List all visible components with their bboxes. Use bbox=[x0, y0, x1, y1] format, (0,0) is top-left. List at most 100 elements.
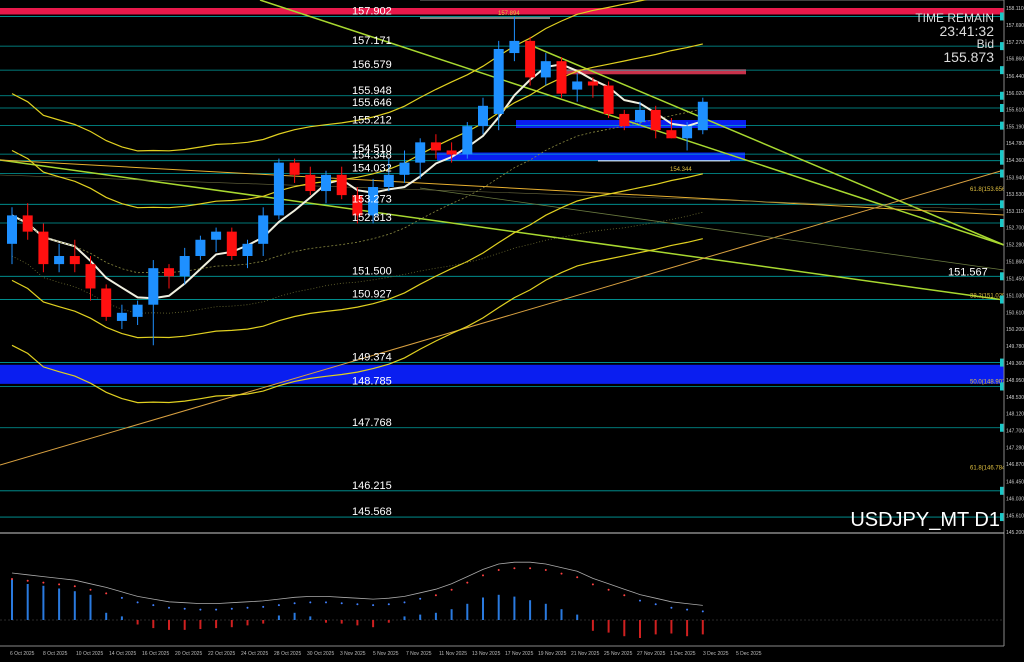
candle-body-44 bbox=[697, 101, 708, 131]
macd-dot-42 bbox=[670, 606, 673, 609]
price-tick-10: 153.940 bbox=[1006, 175, 1024, 181]
date-tick-11: 5 Nov 2025 bbox=[373, 651, 399, 657]
price-tick-9: 154.360 bbox=[1006, 158, 1024, 164]
price-tick-30: 145.610 bbox=[1006, 513, 1024, 519]
macd-signal-line bbox=[11, 561, 703, 606]
candle-body-42 bbox=[666, 130, 677, 139]
level-label-11: 151.500 bbox=[352, 265, 392, 277]
date-tick-0: 6 Oct 2025 bbox=[10, 651, 35, 657]
price-tick-22: 148.950 bbox=[1006, 378, 1024, 384]
macd-dot-32 bbox=[513, 567, 516, 570]
level-label-5: 155.212 bbox=[352, 115, 392, 127]
macd-dot-20 bbox=[325, 601, 327, 604]
macd-dot-41 bbox=[654, 603, 657, 606]
level-label-8: 154.032 bbox=[352, 163, 392, 175]
candles-layer bbox=[7, 16, 708, 346]
candle-2 bbox=[38, 223, 49, 273]
candle-body-40 bbox=[635, 109, 645, 123]
ma-mid bbox=[11, 108, 703, 274]
macd-dot-35 bbox=[560, 572, 563, 575]
price-tick-28: 146.450 bbox=[1006, 479, 1024, 485]
candle-29 bbox=[462, 122, 473, 159]
date-tick-13: 11 Nov 2025 bbox=[439, 651, 467, 657]
date-tick-17: 21 Nov 2025 bbox=[571, 651, 600, 657]
zone-bar-red bbox=[566, 69, 746, 75]
price-tick-31: 145.200 bbox=[1006, 530, 1024, 536]
date-tick-8: 28 Oct 2025 bbox=[274, 651, 301, 657]
level-label-15: 147.768 bbox=[352, 417, 392, 429]
macd-dot-22 bbox=[356, 603, 359, 606]
date-tick-14: 13 Nov 2025 bbox=[472, 651, 501, 657]
price-tick-20: 149.780 bbox=[1006, 344, 1024, 350]
level-label-0: 157.902 bbox=[352, 5, 392, 17]
level-label-3: 155.948 bbox=[352, 85, 392, 97]
candle-body-4 bbox=[69, 255, 80, 265]
candle-27 bbox=[430, 134, 441, 159]
date-tick-16: 19 Nov 2025 bbox=[538, 651, 567, 657]
candle-38 bbox=[603, 81, 614, 118]
candle-36 bbox=[572, 73, 583, 102]
level-label-13: 149.374 bbox=[352, 352, 392, 364]
macd-dot-27 bbox=[434, 594, 437, 597]
band-lower bbox=[11, 173, 703, 339]
date-tick-20: 1 Dec 2025 bbox=[670, 651, 696, 657]
price-tick-25: 147.700 bbox=[1006, 429, 1024, 435]
candle-13 bbox=[211, 227, 222, 252]
price-tick-19: 150.200 bbox=[1006, 327, 1024, 333]
candle-31 bbox=[493, 40, 504, 131]
candle-body-18 bbox=[289, 162, 300, 175]
macd-dot-11 bbox=[183, 607, 186, 610]
candle-17 bbox=[273, 158, 284, 220]
price-tick-3: 156.860 bbox=[1006, 57, 1024, 63]
price-tick-13: 152.700 bbox=[1006, 226, 1024, 232]
candle-body-29 bbox=[462, 126, 473, 155]
macd-dot-12 bbox=[199, 608, 202, 611]
macd-dot-39 bbox=[623, 594, 626, 597]
macd-dot-44 bbox=[701, 610, 704, 613]
level-label-4: 155.646 bbox=[352, 97, 392, 109]
macd-panel bbox=[0, 532, 1004, 638]
candle-body-36 bbox=[572, 81, 583, 90]
candle-11 bbox=[179, 247, 190, 285]
price-tick-1: 157.690 bbox=[1006, 23, 1024, 29]
annotation-3: 61.8(153.656) bbox=[970, 187, 1007, 193]
candle-body-5 bbox=[85, 264, 96, 289]
macd-dot-4 bbox=[73, 585, 76, 588]
price-tick-14: 152.280 bbox=[1006, 243, 1024, 249]
candle-body-12 bbox=[195, 239, 206, 256]
countdown-value: 23:41:32 bbox=[939, 23, 995, 39]
date-tick-5: 20 Oct 2025 bbox=[175, 651, 202, 657]
candle-44 bbox=[697, 97, 708, 135]
candle-body-13 bbox=[211, 231, 222, 240]
candle-34 bbox=[540, 53, 551, 86]
candle-25 bbox=[399, 150, 410, 183]
candle-3 bbox=[54, 243, 65, 273]
candle-body-26 bbox=[415, 142, 426, 163]
candle-42 bbox=[666, 117, 677, 139]
macd-dot-26 bbox=[419, 597, 422, 600]
price-tick-24: 148.120 bbox=[1006, 411, 1024, 417]
candle-26 bbox=[415, 138, 426, 179]
candle-12 bbox=[195, 235, 206, 261]
macd-dot-10 bbox=[168, 606, 170, 609]
price-tick-11: 153.530 bbox=[1006, 192, 1024, 198]
annotation-5: 50.0(148.902) bbox=[970, 380, 1007, 386]
macd-dot-9 bbox=[152, 604, 155, 607]
macd-dot-31 bbox=[497, 569, 500, 571]
macd-dot-38 bbox=[607, 588, 610, 591]
candle-28 bbox=[446, 142, 457, 163]
date-tick-1: 8 Oct 2025 bbox=[43, 651, 68, 657]
candle-24 bbox=[383, 158, 394, 192]
annotation-6: 61.8(146.784) bbox=[970, 466, 1007, 472]
trendline-4 bbox=[0, 169, 1005, 466]
annotation-1: 154.344 bbox=[670, 167, 692, 173]
date-tick-10: 3 Nov 2025 bbox=[340, 651, 366, 657]
candle-body-30 bbox=[478, 105, 488, 127]
date-tick-19: 27 Nov 2025 bbox=[637, 651, 666, 657]
macd-dot-2 bbox=[42, 581, 45, 584]
candle-body-27 bbox=[430, 142, 441, 151]
candle-1 bbox=[22, 203, 33, 240]
price-tick-12: 153.110 bbox=[1006, 209, 1024, 215]
date-tick-22: 5 Dec 2025 bbox=[736, 651, 762, 657]
